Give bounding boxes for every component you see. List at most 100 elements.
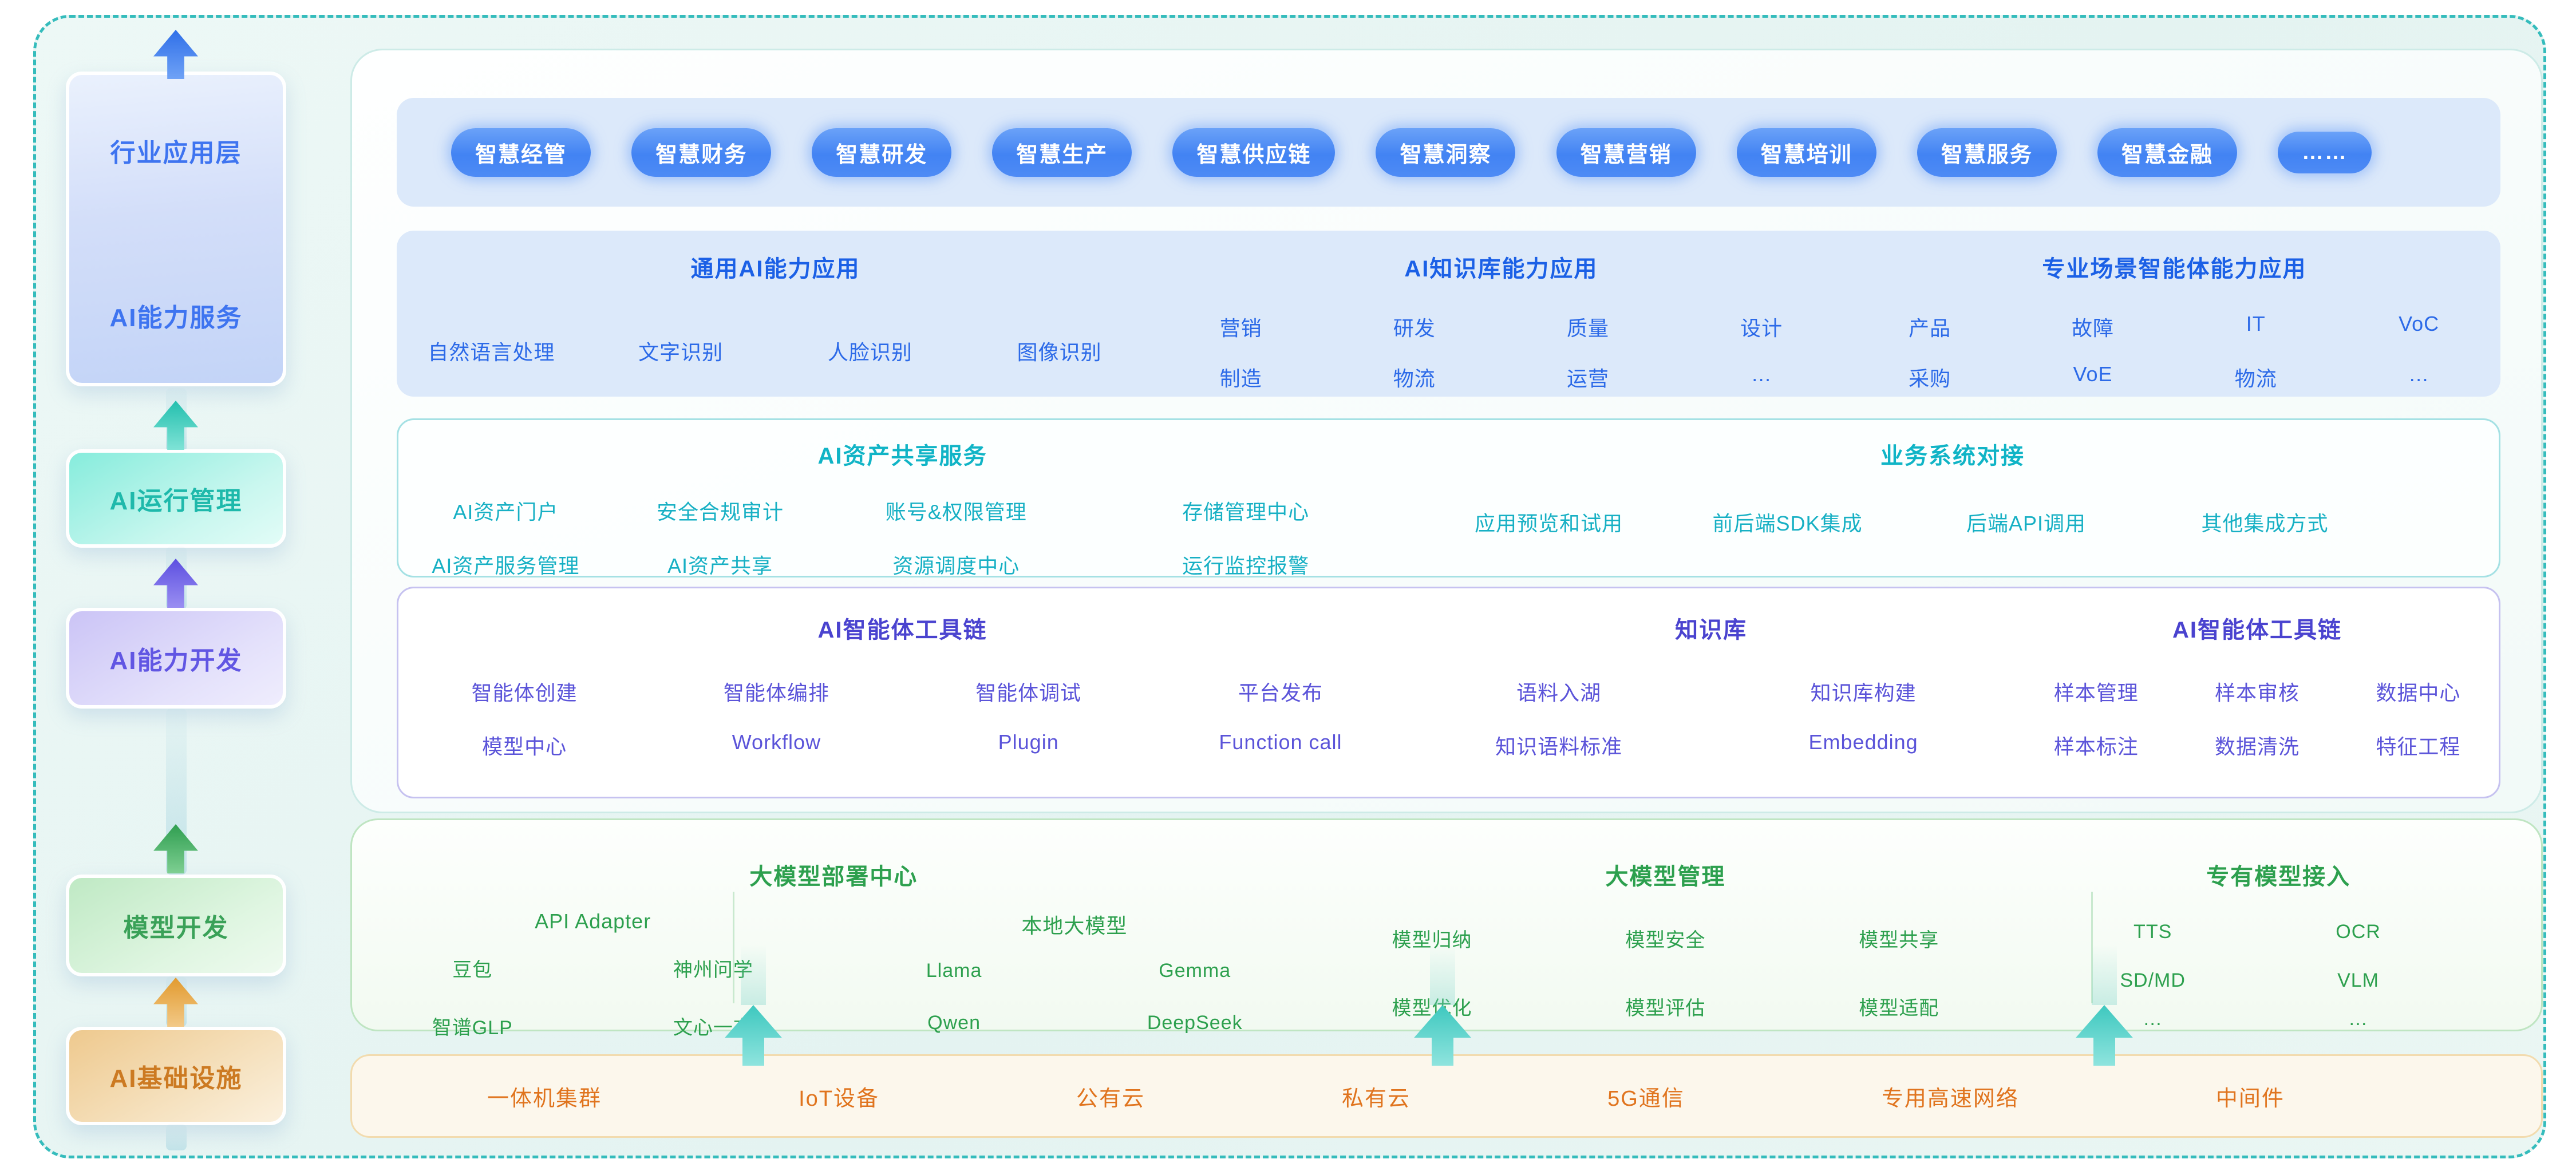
scene-agent-capability-group: 专业场景智能体能力应用 产品 故障 IT VoC 采购 VoE 物流 … [1848, 231, 2500, 397]
layer-label: 模型开发 [123, 914, 229, 942]
model-item: Llama [926, 960, 982, 982]
capability-item: 物流 [1393, 367, 1436, 390]
vertical-divider [2091, 892, 2093, 1003]
infrastructure-item: 一体机集群 [487, 1086, 602, 1111]
group-title: 大模型管理 [1605, 864, 1726, 889]
capability-item: 自然语言处理 [428, 341, 555, 364]
capability-item: 质量 [1566, 317, 1609, 340]
data-toolchain-group: AI智能体工具链 样本管理 样本审核 数据中心 样本标注 数据清洗 特征工程 [2016, 588, 2499, 797]
group-title: 专有模型接入 [2206, 864, 2351, 889]
integration-item: 后端API调用 [1966, 512, 2087, 535]
knowledge-base-group: 知识库 语料入湖 知识库构建 知识语料标准 Embedding [1406, 588, 2016, 797]
asset-item: 安全合规审计 [657, 500, 784, 524]
main-panel: 智慧经管 智慧财务 智慧研发 智慧生产 智慧供应链 智慧洞察 智慧营销 智慧培训… [350, 49, 2543, 813]
capability-item: 营销 [1219, 317, 1262, 340]
connector-stem [166, 1124, 187, 1150]
toolchain-item: Plugin [998, 730, 1059, 754]
app-pill: 智慧金融 [2097, 128, 2237, 177]
layer-box-ai-operation: AI运行管理 [66, 449, 286, 548]
connector-stem [741, 944, 766, 1005]
data-item: 样本管理 [2053, 681, 2139, 705]
model-item: 模型安全 [1625, 929, 1706, 951]
model-item: SD/MD [2120, 970, 2186, 991]
model-item: 模型归纳 [1392, 929, 1472, 951]
model-management-group: 大模型管理 模型归纳 模型安全 模型共享 模型优化 模型评估 模型适配 [1315, 820, 2016, 1030]
group-title: 大模型部署中心 [749, 864, 918, 889]
toolchain-section: AI智能体工具链 智能体创建 智能体编排 智能体调试 平台发布 模型中心 Wor… [397, 587, 2500, 798]
app-pill: 智慧营销 [1556, 128, 1696, 177]
data-item: 特征工程 [2376, 735, 2461, 758]
connector-stem [1430, 944, 1455, 1005]
system-integration-group: 业务系统对接 应用预览和试用 前后端SDK集成 后端API调用 其他集成方式 [1406, 420, 2499, 576]
asset-sharing-group: AI资产共享服务 AI资产门户 安全合规审计 账号&权限管理 存储管理中心 AI… [398, 420, 1406, 577]
layer-label: AI基础设施 [109, 1065, 243, 1093]
data-item: 数据清洗 [2215, 735, 2300, 758]
app-pill: 智慧供应链 [1172, 128, 1336, 177]
model-item: 模型优化 [1392, 998, 1472, 1019]
toolchain-item: 平台发布 [1238, 681, 1323, 705]
capability-item: 图像识别 [1017, 341, 1102, 364]
model-item: 模型评估 [1625, 998, 1706, 1019]
group-title: 专业场景智能体能力应用 [2042, 256, 2307, 282]
capability-item: 故障 [2071, 317, 2114, 340]
model-item: Qwen [927, 1012, 981, 1034]
app-pill: 智慧生产 [992, 128, 1132, 177]
asset-item: 资源调度中心 [892, 554, 1020, 577]
model-item: 智谱GLP [432, 1017, 513, 1039]
toolchain-item: Workflow [732, 730, 821, 754]
knowledge-item: Embedding [1808, 730, 1918, 754]
infrastructure-item: IoT设备 [799, 1086, 879, 1111]
group-title: AI智能体工具链 [2172, 618, 2342, 643]
layer-label: AI运行管理 [109, 487, 243, 515]
data-item: 样本审核 [2215, 681, 2300, 705]
integration-item: 应用预览和试用 [1475, 512, 1623, 535]
infrastructure-item: 中间件 [2215, 1086, 2285, 1111]
model-item: TTS [2134, 921, 2172, 943]
toolchain-item: 智能体编排 [723, 681, 829, 705]
group-title: AI智能体工具链 [817, 618, 987, 643]
subgroup-title: 本地大模型 [1021, 914, 1128, 937]
infrastructure-item: 5G通信 [1607, 1086, 1685, 1111]
integration-item: 其他集成方式 [2201, 512, 2329, 535]
capability-item: VoC [2399, 312, 2440, 335]
asset-item: AI资产服务管理 [432, 554, 580, 577]
model-item: Gemma [1159, 960, 1231, 982]
capability-item: VoE [2073, 362, 2113, 386]
vertical-divider [733, 892, 734, 1003]
capability-item: IT [2246, 312, 2266, 335]
infrastructure-bar: 一体机集群 IoT设备 公有云 私有云 5G通信 专用高速网络 中间件 [350, 1054, 2543, 1138]
data-item: 样本标注 [2053, 735, 2139, 758]
capability-item: 人脸识别 [827, 341, 912, 364]
proprietary-model-group: 专有模型接入 TTS OCR SD/MD VLM … … [2016, 820, 2541, 1030]
capability-item: 文字识别 [638, 341, 724, 364]
model-item: VLM [2337, 970, 2379, 991]
group-title: 通用AI能力应用 [690, 256, 860, 282]
industry-apps-section: 智慧经管 智慧财务 智慧研发 智慧生产 智慧供应链 智慧洞察 智慧营销 智慧培训… [397, 98, 2500, 207]
local-models-subgroup: 本地大模型 Llama Gemma Qwen DeepSeek [833, 909, 1315, 1040]
app-pill: 智慧培训 [1736, 128, 1876, 177]
capability-item: 产品 [1909, 317, 1951, 340]
group-title: 业务系统对接 [1880, 444, 2025, 469]
layer-label: AI能力开发 [109, 647, 243, 675]
asset-item: AI资产门户 [453, 500, 559, 524]
infrastructure-item: 专用高速网络 [1881, 1086, 2019, 1111]
toolchain-item: Function call [1219, 730, 1342, 754]
model-item: 模型共享 [1859, 929, 1939, 951]
knowledge-capability-group: AI知识库能力应用 营销 研发 质量 设计 制造 物流 运营 … [1154, 231, 1848, 397]
model-item-more: … [2143, 1008, 2163, 1030]
infrastructure-item: 公有云 [1076, 1086, 1145, 1111]
group-title: AI资产共享服务 [817, 444, 987, 469]
model-item: 豆包 [452, 959, 493, 981]
model-item: 神州问学 [673, 959, 753, 981]
asset-item: 存储管理中心 [1182, 500, 1310, 524]
app-pill: 智慧财务 [631, 128, 772, 177]
toolchain-item: 智能体调试 [975, 681, 1082, 705]
layer-box-ai-development: AI能力开发 [66, 608, 286, 709]
infrastructure-item: 私有云 [1342, 1086, 1411, 1111]
asset-section: AI资产共享服务 AI资产门户 安全合规审计 账号&权限管理 存储管理中心 AI… [397, 418, 2500, 577]
app-pill-more: …… [2277, 131, 2372, 173]
asset-item: 运行监控报警 [1182, 554, 1310, 577]
app-pill: 智慧研发 [812, 128, 952, 177]
asset-item: AI资产共享 [667, 554, 773, 577]
capability-item: … [2408, 362, 2430, 386]
